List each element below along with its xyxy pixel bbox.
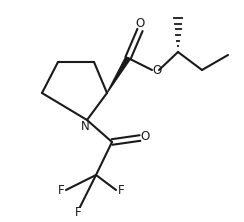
Text: F: F: [58, 184, 64, 196]
Text: N: N: [81, 121, 89, 133]
Polygon shape: [107, 57, 130, 93]
Text: O: O: [152, 63, 162, 77]
Text: F: F: [75, 206, 81, 218]
Text: O: O: [135, 18, 145, 30]
Text: O: O: [140, 131, 150, 143]
Text: F: F: [118, 184, 124, 196]
